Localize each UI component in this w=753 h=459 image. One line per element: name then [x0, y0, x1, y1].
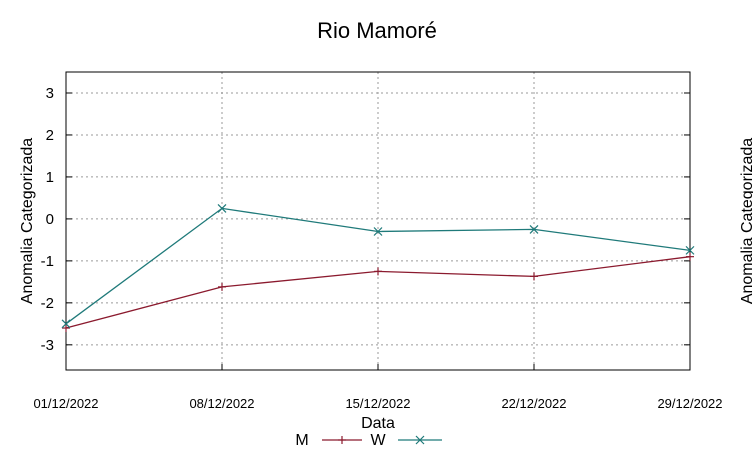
- data-point-m: [530, 272, 538, 281]
- chart-title: Rio Mamoré: [317, 18, 437, 43]
- plot-frame: [65, 71, 691, 371]
- legend-marker-w: [415, 435, 425, 445]
- data-point-w: [529, 224, 539, 234]
- legend-label-w: W: [370, 432, 386, 449]
- series-line-w: [65, 207, 691, 325]
- x-axis: 01/12/2022 08/12/2022 15/12/2022 22/12/2022…: [33, 364, 723, 411]
- y-axis-label: Anomalia Categorizada: [19, 138, 36, 304]
- data-point-m: [62, 324, 70, 333]
- y-axis: 3 2 1 0 -1 -2 -3: [41, 85, 690, 354]
- y-tick-label: 3: [46, 85, 54, 102]
- x-tick-label: 29/12/2022: [657, 396, 722, 411]
- x-tick-label: 22/12/2022: [501, 396, 566, 411]
- data-point-w: [373, 227, 383, 236]
- x-axis-label: Data: [361, 415, 395, 432]
- y-tick-label: 1: [46, 169, 54, 186]
- data-point-w: [61, 319, 71, 329]
- series-layer: [61, 203, 695, 333]
- data-point-m: [218, 282, 226, 291]
- x-tick-label: 08/12/2022: [189, 396, 254, 411]
- right-y-axis-label-partial: Anomalia Categorizada: [739, 138, 753, 304]
- legend-marker-m: [338, 436, 346, 444]
- x-tick-label: 01/12/2022: [33, 396, 98, 411]
- data-point-w: [217, 203, 227, 213]
- y-tick-label: 0: [46, 211, 54, 228]
- y-tick-label: -1: [41, 253, 54, 270]
- data-point-m: [686, 252, 694, 261]
- x-tick-label: 15/12/2022: [345, 396, 410, 411]
- y-tick-label: -3: [41, 337, 54, 354]
- y-tick-label: -2: [41, 295, 54, 312]
- data-point-w: [685, 245, 695, 255]
- y-tick-label: 2: [46, 127, 54, 144]
- data-point-m: [374, 267, 382, 276]
- grid-layer: [65, 72, 691, 370]
- legend-label-m: M: [295, 432, 308, 449]
